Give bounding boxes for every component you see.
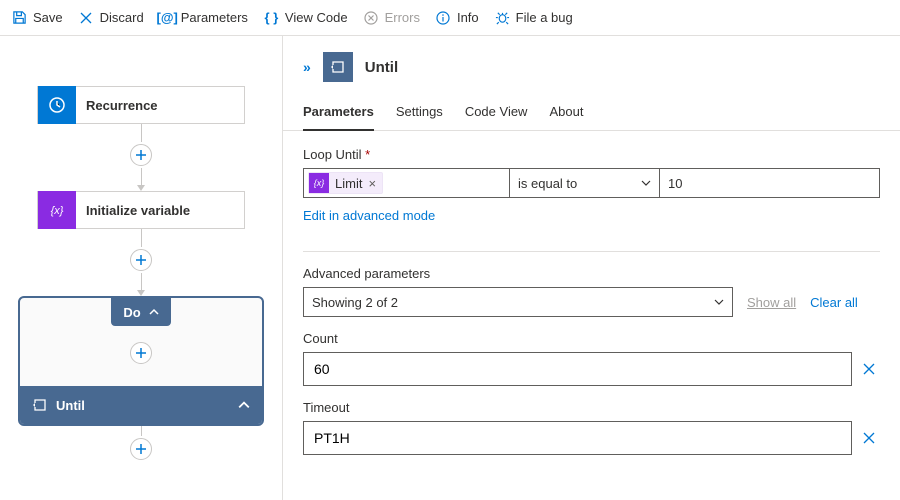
flow-canvas: Recurrence {x} Initialize variable Do	[0, 36, 282, 500]
clear-all-link[interactable]: Clear all	[810, 295, 858, 310]
parameters-icon: [@]	[160, 10, 175, 25]
parameters-label: Parameters	[181, 10, 248, 25]
discard-button[interactable]: Discard	[79, 10, 144, 25]
add-step-button[interactable]	[130, 438, 152, 460]
timeout-section: Timeout	[283, 400, 900, 469]
tab-about[interactable]: About	[549, 104, 583, 130]
view-code-label: View Code	[285, 10, 348, 25]
show-all-link[interactable]: Show all	[747, 295, 796, 310]
limit-token-label: Limit	[335, 176, 362, 191]
count-input[interactable]	[303, 352, 852, 386]
save-button[interactable]: Save	[12, 10, 63, 25]
until-footer[interactable]: Until	[20, 386, 262, 424]
clear-count-icon[interactable]	[862, 362, 880, 376]
condition-left-input[interactable]: {x} Limit ×	[303, 168, 510, 198]
file-bug-button[interactable]: File a bug	[495, 10, 573, 25]
advanced-showing: Showing 2 of 2	[312, 295, 398, 310]
file-bug-label: File a bug	[516, 10, 573, 25]
initialize-variable-node[interactable]: {x} Initialize variable	[37, 191, 245, 229]
edit-advanced-mode-link[interactable]: Edit in advanced mode	[303, 208, 880, 223]
parameters-button[interactable]: [@] Parameters	[160, 10, 248, 25]
divider	[303, 251, 880, 252]
advanced-params-select[interactable]: Showing 2 of 2	[303, 287, 733, 317]
remove-token-icon[interactable]: ×	[368, 176, 376, 191]
chevron-up-icon	[238, 399, 250, 411]
connector	[0, 426, 282, 462]
tab-settings[interactable]: Settings	[396, 104, 443, 130]
save-icon	[12, 10, 27, 25]
panel-header: » Until	[283, 36, 900, 96]
info-icon	[436, 10, 451, 25]
designer-toolbar: Save Discard [@] Parameters { } View Cod…	[0, 0, 900, 36]
loop-icon	[32, 397, 48, 413]
chevron-down-icon	[641, 178, 651, 188]
info-label: Info	[457, 10, 479, 25]
add-step-button[interactable]	[130, 144, 152, 166]
save-label: Save	[33, 10, 63, 25]
chevron-up-icon	[149, 307, 159, 317]
operator-select[interactable]: is equal to	[510, 168, 660, 198]
errors-button: Errors	[364, 10, 420, 25]
svg-text:{x}: {x}	[51, 205, 64, 217]
count-section: Count	[283, 331, 900, 400]
connector	[0, 124, 282, 191]
until-container[interactable]: Do Until	[18, 296, 264, 426]
add-step-button[interactable]	[130, 249, 152, 271]
collapse-panel-icon[interactable]: »	[303, 59, 311, 75]
until-icon	[323, 52, 353, 82]
advanced-params-label: Advanced parameters	[303, 266, 880, 281]
view-code-button[interactable]: { } View Code	[264, 10, 348, 25]
errors-icon	[364, 10, 379, 25]
discard-label: Discard	[100, 10, 144, 25]
clear-timeout-icon[interactable]	[862, 431, 880, 445]
chevron-down-icon	[714, 297, 724, 307]
bug-icon	[495, 10, 510, 25]
condition-row: {x} Limit × is equal to 10	[303, 168, 880, 198]
do-header[interactable]: Do	[111, 298, 171, 326]
svg-text:{x}: {x}	[314, 178, 325, 188]
variable-icon: {x}	[38, 191, 76, 229]
properties-panel: » Until Parameters Settings Code View Ab…	[282, 36, 900, 500]
advanced-params-section: Advanced parameters Showing 2 of 2 Show …	[283, 266, 900, 331]
add-step-button[interactable]	[130, 342, 152, 364]
do-label: Do	[123, 305, 140, 320]
main-area: Recurrence {x} Initialize variable Do	[0, 36, 900, 500]
info-button[interactable]: Info	[436, 10, 479, 25]
compare-value: 10	[668, 176, 682, 191]
until-label: Until	[56, 398, 85, 413]
limit-token[interactable]: {x} Limit ×	[308, 172, 383, 194]
loop-until-label: Loop Until *	[303, 147, 880, 162]
errors-label: Errors	[385, 10, 420, 25]
tab-parameters[interactable]: Parameters	[303, 104, 374, 131]
panel-title: Until	[365, 59, 398, 76]
recurrence-node[interactable]: Recurrence	[37, 86, 245, 124]
operator-value: is equal to	[518, 176, 577, 191]
do-body	[20, 326, 262, 386]
recurrence-label: Recurrence	[76, 98, 158, 113]
fx-icon: {x}	[309, 173, 329, 193]
connector	[0, 229, 282, 296]
timeout-label: Timeout	[303, 400, 880, 415]
loop-until-section: Loop Until * {x} Limit × is equal to	[283, 147, 900, 237]
timeout-input[interactable]	[303, 421, 852, 455]
recurrence-icon	[38, 86, 76, 124]
count-label: Count	[303, 331, 880, 346]
init-var-label: Initialize variable	[76, 203, 190, 218]
condition-right-input[interactable]: 10	[660, 168, 880, 198]
panel-tabs: Parameters Settings Code View About	[283, 96, 900, 131]
code-icon: { }	[264, 10, 279, 25]
discard-icon	[79, 10, 94, 25]
tab-code-view[interactable]: Code View	[465, 104, 528, 130]
